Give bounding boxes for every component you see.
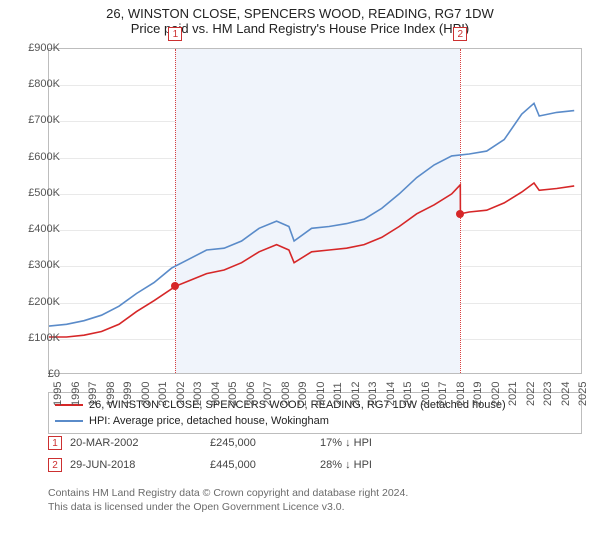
x-tick-label: 2014 [385,382,397,406]
x-tick-label: 2020 [490,382,502,406]
price-chart-container: { "title": "26, WINSTON CLOSE, SPENCERS … [0,0,600,560]
series-line [49,183,574,337]
x-tick-label: 2010 [315,382,327,406]
series-line [49,103,574,326]
sale-index-box: 1 [48,436,62,450]
x-tick-label: 2008 [280,382,292,406]
y-tick-label: £500K [28,187,60,199]
x-tick-label: 2009 [297,382,309,406]
sale-price: £245,000 [210,437,320,449]
plot-region: 12 [48,48,582,374]
y-tick-label: £600K [28,151,60,163]
x-tick-label: 2011 [332,382,344,406]
x-tick-label: 2004 [210,382,222,406]
legend-swatch [55,420,83,422]
x-tick-label: 2002 [175,382,187,406]
x-tick-label: 2023 [542,382,554,406]
sale-date: 29-JUN-2018 [70,459,210,471]
footer-line-2: This data is licensed under the Open Gov… [48,500,582,514]
sale-index-box: 2 [48,458,62,472]
x-tick-label: 2025 [577,382,589,406]
x-tick-label: 2000 [140,382,152,406]
sale-delta: 28% ↓ HPI [320,459,480,471]
sale-price: £445,000 [210,459,320,471]
x-tick-label: 2021 [507,382,519,406]
x-tick-label: 2001 [157,382,169,406]
y-tick-label: £100K [28,332,60,344]
sale-marker-box: 2 [453,27,467,41]
legend-item: HPI: Average price, detached house, Woki… [55,413,575,429]
x-tick-label: 2016 [420,382,432,406]
x-tick-label: 2018 [455,382,467,406]
y-tick-label: £200K [28,296,60,308]
y-tick-label: £800K [28,78,60,90]
x-tick-label: 2012 [350,382,362,406]
series-svg [49,49,583,375]
chart-area: 12 [48,48,582,374]
footer-line-1: Contains HM Land Registry data © Crown c… [48,486,582,500]
y-tick-label: £0 [48,368,60,380]
x-tick-label: 2005 [227,382,239,406]
title-block: 26, WINSTON CLOSE, SPENCERS WOOD, READIN… [0,0,600,38]
x-tick-label: 1998 [105,382,117,406]
x-tick-label: 2019 [472,382,484,406]
x-tick-label: 2022 [525,382,537,406]
sale-marker-box: 1 [168,27,182,41]
sale-date: 20-MAR-2002 [70,437,210,449]
x-tick-label: 1995 [52,382,64,406]
x-tick-label: 2013 [367,382,379,406]
sales-table: 1 20-MAR-2002£245,00017% ↓ HPI 2 29-JUN-201… [48,432,582,476]
footer: Contains HM Land Registry data © Crown c… [48,486,582,514]
x-tick-label: 1996 [70,382,82,406]
sale-delta: 17% ↓ HPI [320,437,480,449]
y-tick-label: £300K [28,259,60,271]
x-tick-label: 1999 [122,382,134,406]
x-tick-label: 2024 [560,382,572,406]
x-tick-label: 2017 [437,382,449,406]
y-tick-label: £400K [28,223,60,235]
chart-subtitle: Price paid vs. HM Land Registry's House … [0,21,600,36]
x-tick-label: 2007 [262,382,274,406]
chart-title: 26, WINSTON CLOSE, SPENCERS WOOD, READIN… [0,6,600,21]
y-tick-label: £900K [28,42,60,54]
sale-row: 2 29-JUN-2018£445,00028% ↓ HPI [48,454,582,476]
legend-label: HPI: Average price, detached house, Woki… [89,413,329,429]
sale-row: 1 20-MAR-2002£245,00017% ↓ HPI [48,432,582,454]
x-tick-label: 2006 [245,382,257,406]
x-tick-label: 2015 [402,382,414,406]
x-tick-label: 2003 [192,382,204,406]
y-tick-label: £700K [28,114,60,126]
x-tick-label: 1997 [87,382,99,406]
